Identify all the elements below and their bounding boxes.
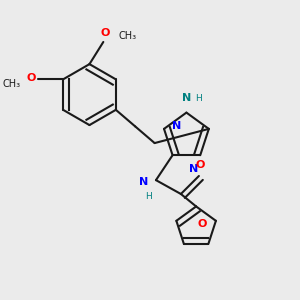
Text: N: N [139, 176, 148, 187]
Text: N: N [172, 121, 182, 131]
Text: H: H [195, 94, 202, 103]
Text: N: N [189, 164, 198, 173]
Text: O: O [26, 73, 35, 83]
Text: CH₃: CH₃ [2, 79, 20, 88]
Text: O: O [100, 28, 110, 38]
Text: O: O [198, 219, 207, 229]
Text: O: O [196, 160, 205, 170]
Text: H: H [145, 192, 152, 201]
Text: CH₃: CH₃ [118, 32, 137, 41]
Text: N: N [182, 93, 192, 103]
